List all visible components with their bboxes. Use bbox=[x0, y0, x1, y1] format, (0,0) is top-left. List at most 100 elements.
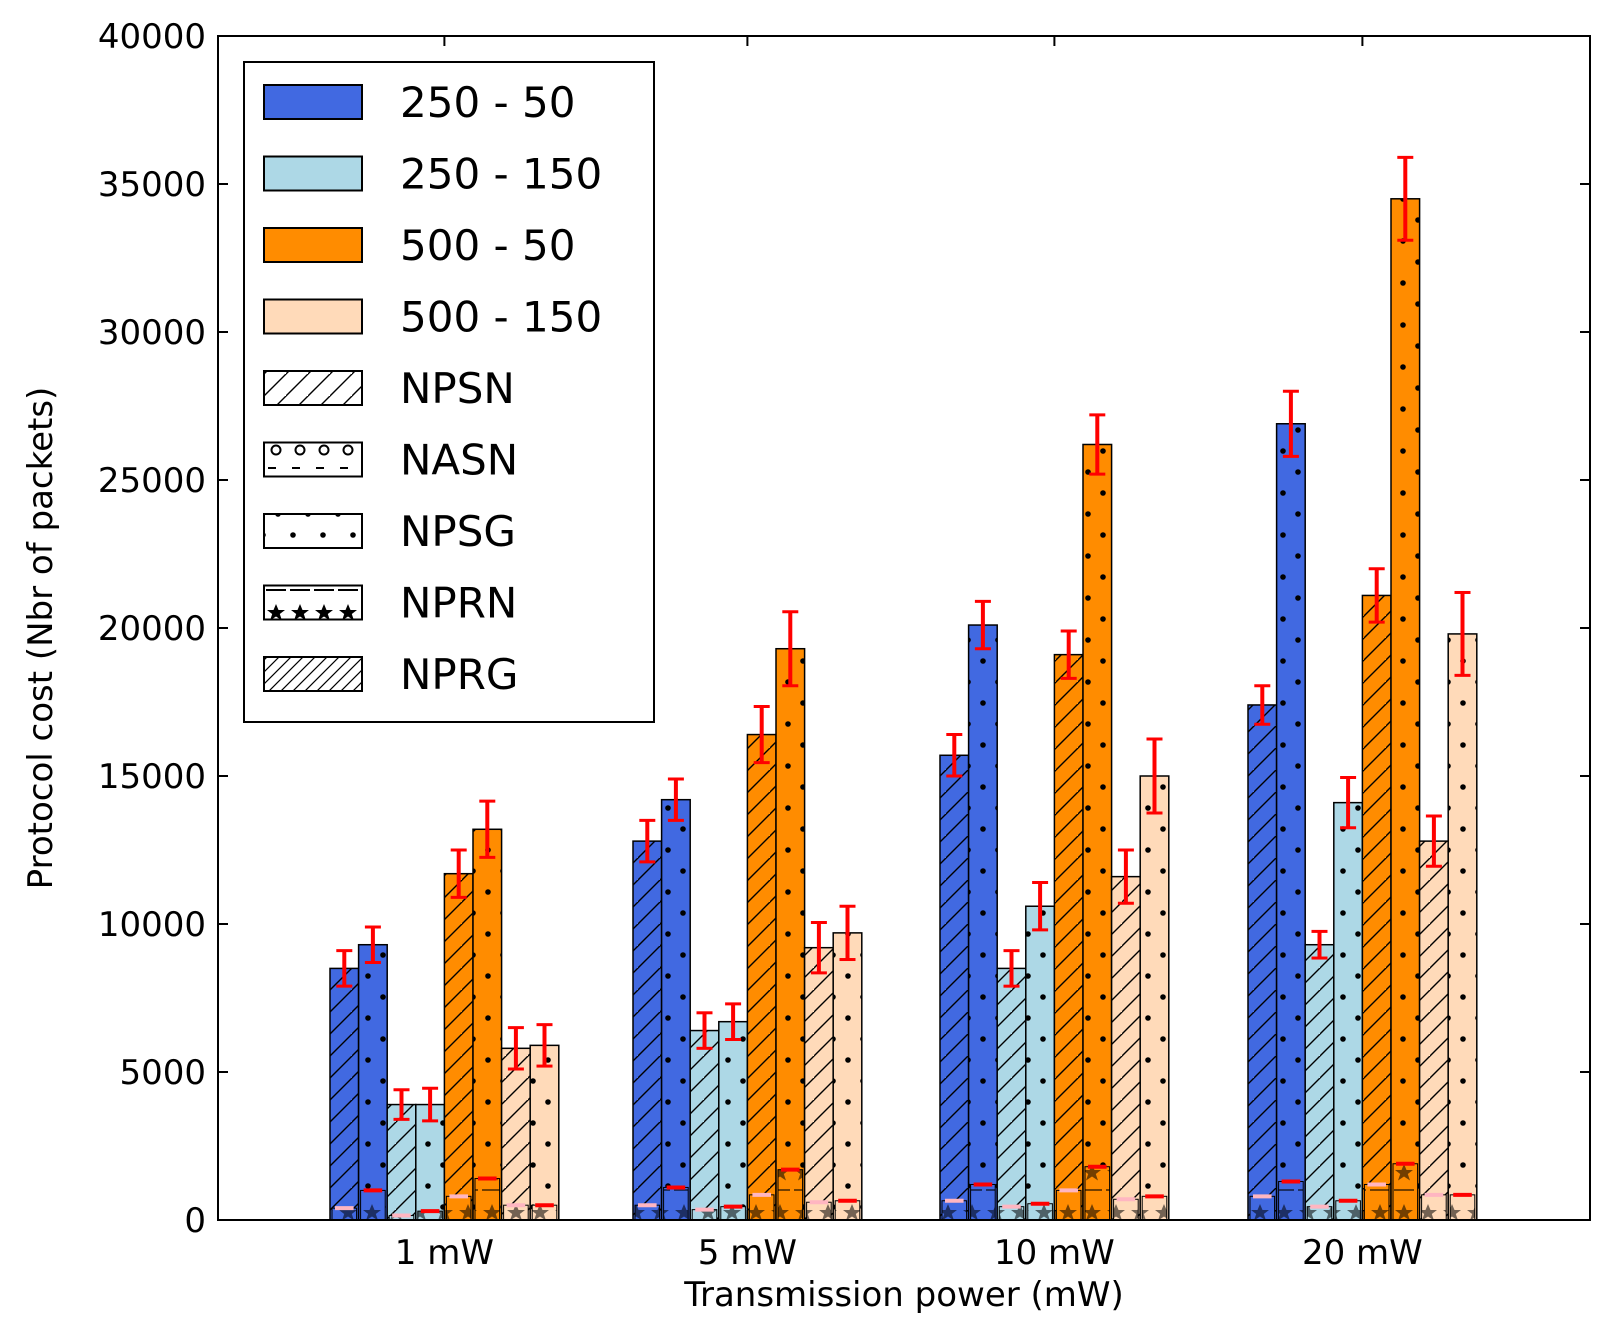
bar-3-10mw-small-pattern bbox=[999, 1206, 1024, 1220]
legend-swatch-pattern bbox=[263, 441, 363, 478]
legend-swatch-color bbox=[263, 155, 363, 192]
bar-2-20mw-small-pattern bbox=[1278, 1181, 1304, 1220]
bar-2-1mw-small-pattern bbox=[360, 1190, 386, 1220]
bar-7-20mw-pattern bbox=[1418, 840, 1449, 1221]
legend-label: NPSG bbox=[400, 507, 516, 556]
bar-1-20mw-small-pattern bbox=[1250, 1196, 1275, 1220]
bar-8-5mw-pattern bbox=[832, 932, 863, 1221]
bar-8-1mw-pattern bbox=[529, 1044, 560, 1221]
bar-8-20mw-pattern bbox=[1447, 633, 1478, 1221]
bar-4-20mw-small-pattern bbox=[1335, 1200, 1361, 1220]
bar-1-1mw-small-pattern bbox=[332, 1208, 357, 1220]
bar-6-20mw-pattern bbox=[1390, 198, 1421, 1221]
y-tick-label: 20000 bbox=[98, 609, 206, 649]
legend-label: 500 - 150 bbox=[400, 293, 602, 342]
bar-1-1mw-pattern bbox=[329, 967, 360, 1221]
bar-3-10mw-pattern bbox=[996, 967, 1027, 1221]
error-bars bbox=[335, 155, 1472, 1218]
bar-1-5mw-small-pattern bbox=[635, 1205, 660, 1220]
bar-5-5mw-small-pattern bbox=[749, 1194, 774, 1220]
legend-swatch-pattern bbox=[263, 656, 363, 692]
bar-4-10mw-small-pattern bbox=[1027, 1203, 1053, 1220]
bar-3-20mw-pattern bbox=[1304, 943, 1335, 1221]
bar-2-20mw-pattern bbox=[1275, 423, 1306, 1221]
bar-7-5mw-pattern bbox=[803, 946, 834, 1221]
bar-3-5mw-pattern bbox=[689, 1029, 720, 1221]
bar-8-1mw-small-pattern bbox=[532, 1205, 557, 1220]
bar-5-10mw-pattern bbox=[1053, 653, 1084, 1221]
y-tick-label: 40000 bbox=[98, 17, 206, 57]
x-tick-label: 5 mW bbox=[698, 1233, 797, 1273]
y-tick-label: 5000 bbox=[119, 1053, 206, 1093]
legend-label: 250 - 150 bbox=[400, 150, 602, 199]
bars bbox=[329, 198, 1478, 1221]
bar-1-5mw-pattern bbox=[632, 840, 663, 1221]
bar-3-1mw-pattern bbox=[386, 1103, 417, 1221]
y-tick-label: 15000 bbox=[98, 757, 206, 797]
bar-7-5mw-small-pattern bbox=[806, 1202, 832, 1220]
x-tick-label: 20 mW bbox=[1302, 1233, 1423, 1273]
bar-8-10mw-pattern bbox=[1139, 775, 1170, 1221]
legend-label: NASN bbox=[400, 436, 518, 485]
bar-5-20mw-small-pattern bbox=[1364, 1184, 1389, 1220]
bar-2-5mw-pattern bbox=[660, 798, 691, 1221]
legend-items: 250 - 50 250 - 150 500 - 50 500 - 150 NPSN NA… bbox=[263, 78, 602, 699]
bar-6-5mw-pattern bbox=[775, 647, 806, 1221]
bar-4-10mw-pattern bbox=[1025, 905, 1056, 1221]
bar-2-5mw-small-pattern bbox=[663, 1187, 689, 1220]
legend-label: NPRG bbox=[400, 650, 518, 699]
bar-4-5mw-small-pattern bbox=[720, 1206, 746, 1220]
bar-5-1mw-small-pattern bbox=[446, 1196, 471, 1220]
bar-6-5mw-small-pattern bbox=[778, 1169, 803, 1220]
bar-5-1mw-pattern bbox=[443, 872, 474, 1221]
legend-swatch-color bbox=[263, 298, 363, 335]
legend-swatch-color bbox=[263, 84, 363, 120]
bar-4-20mw-pattern bbox=[1333, 801, 1364, 1221]
legend-label: 250 - 50 bbox=[400, 78, 575, 127]
bar-6-10mw-pattern bbox=[1082, 443, 1113, 1221]
bar-7-1mw-small-pattern bbox=[503, 1205, 529, 1220]
bar-3-1mw-small-pattern bbox=[389, 1215, 414, 1220]
legend-label: NPSN bbox=[400, 364, 515, 413]
legend-swatch-color bbox=[263, 227, 363, 263]
bar-2-10mw-small-pattern bbox=[970, 1184, 996, 1220]
y-axis-label: Protocol cost (Nbr of packets) bbox=[21, 387, 61, 890]
legend-swatch-pattern bbox=[263, 370, 363, 406]
plot-area: 0 5000 10000 15000 20000 25000 30000 35000 40000… bbox=[98, 17, 1591, 1273]
bar-6-20mw-small-pattern bbox=[1393, 1163, 1418, 1220]
y-tick-label: 10000 bbox=[98, 905, 206, 945]
bar-8-5mw-small-pattern bbox=[835, 1200, 860, 1220]
bar-4-1mw-small-pattern bbox=[417, 1211, 443, 1220]
bar-2-1mw-pattern bbox=[357, 943, 388, 1221]
bar-6-1mw-pattern bbox=[472, 828, 503, 1221]
bar-7-10mw-pattern bbox=[1110, 875, 1141, 1221]
legend-label: 500 - 50 bbox=[400, 221, 575, 270]
legend-label: NPRN bbox=[400, 579, 517, 628]
legend: 250 - 50 250 - 150 500 - 50 500 - 150 NPSN NA… bbox=[243, 61, 655, 723]
bar-2-10mw-pattern bbox=[967, 624, 998, 1221]
bar-4-5mw-pattern bbox=[718, 1020, 749, 1221]
x-axis-ticks: 1 mW 5 mW 10 mW 20 mW bbox=[395, 36, 1423, 1273]
bar-5-5mw-pattern bbox=[746, 733, 777, 1221]
y-tick-label: 0 bbox=[184, 1201, 206, 1241]
bar-7-1mw-pattern bbox=[500, 1047, 531, 1221]
bar-5-20mw-pattern bbox=[1361, 594, 1392, 1221]
bar-1-10mw-small-pattern bbox=[942, 1200, 967, 1220]
bar-1-20mw-pattern bbox=[1247, 704, 1278, 1221]
legend-swatch-pattern bbox=[263, 584, 363, 621]
legend-swatch-pattern bbox=[263, 513, 363, 549]
bar-5-10mw-small-pattern bbox=[1056, 1190, 1081, 1220]
bar-6-10mw-small-pattern bbox=[1085, 1166, 1110, 1220]
bar-1-10mw-pattern bbox=[939, 754, 970, 1221]
bar-7-20mw-small-pattern bbox=[1421, 1194, 1447, 1220]
x-axis-label: Transmission power (mW) bbox=[683, 1275, 1124, 1315]
y-tick-label: 35000 bbox=[98, 165, 206, 205]
bar-7-10mw-small-pattern bbox=[1113, 1199, 1139, 1220]
bar-6-1mw-small-pattern bbox=[475, 1178, 500, 1220]
y-tick-label: 30000 bbox=[98, 313, 206, 353]
x-tick-label: 1 mW bbox=[395, 1233, 494, 1273]
bar-3-5mw-small-pattern bbox=[692, 1209, 717, 1220]
y-tick-label: 25000 bbox=[98, 461, 206, 501]
bar-8-10mw-small-pattern bbox=[1142, 1196, 1167, 1220]
